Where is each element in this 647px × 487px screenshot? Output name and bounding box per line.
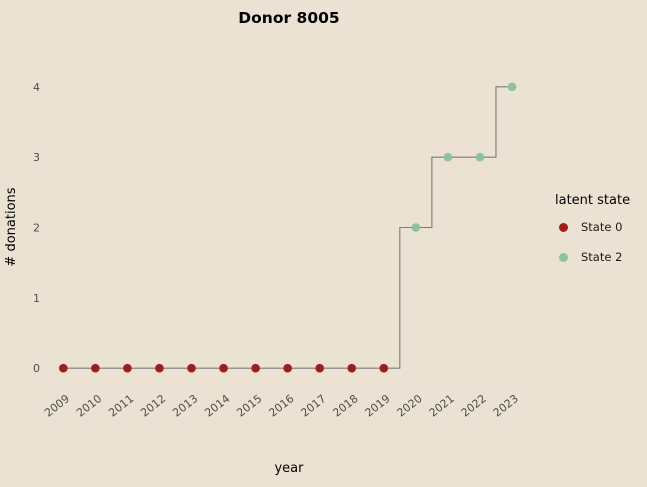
state0-swatch-icon — [559, 222, 568, 232]
x-tick-label: 2013 — [170, 392, 200, 419]
data-point — [411, 223, 421, 232]
x-tick-label: 2016 — [266, 392, 296, 419]
data-point — [443, 152, 453, 162]
x-tick-label: 2012 — [138, 392, 168, 419]
y-tick-label: 1 — [33, 292, 40, 305]
legend-title: latent state — [555, 193, 631, 208]
x-axis-label: year — [274, 461, 304, 476]
data-point — [347, 363, 357, 373]
x-tick-label: 2011 — [106, 392, 136, 419]
data-point — [379, 363, 389, 373]
data-point — [283, 363, 292, 373]
data-point — [91, 363, 100, 373]
x-tick-label: 2015 — [234, 392, 264, 419]
data-point — [59, 363, 68, 373]
legend: latent state State 0 State 2 — [549, 193, 647, 272]
y-tick-label: 0 — [33, 362, 40, 375]
data-point — [123, 363, 132, 373]
chart-title: Donor 8005 — [238, 9, 339, 27]
x-tick-label: 2009 — [42, 392, 72, 419]
data-point — [251, 363, 260, 373]
x-tick-label: 2014 — [202, 392, 232, 419]
x-tick-label: 2020 — [395, 392, 425, 419]
data-point — [187, 363, 196, 373]
y-tick-label: 2 — [33, 222, 40, 235]
data-point — [475, 152, 485, 162]
legend-item-label: State 0 — [581, 220, 623, 234]
state2-swatch-icon — [559, 252, 568, 262]
y-tick-label: 3 — [33, 151, 40, 164]
data-point — [219, 363, 228, 373]
data-point — [507, 82, 517, 92]
x-tick-label: 2010 — [74, 392, 104, 419]
data-point — [315, 363, 325, 373]
x-tick-label: 2017 — [298, 392, 328, 419]
y-tick-label: 4 — [33, 81, 40, 94]
data-point — [155, 363, 164, 373]
y-axis-label: # donations — [4, 187, 19, 266]
legend-item-state2: State 2 — [549, 242, 647, 272]
x-tick-label: 2018 — [331, 392, 361, 419]
x-tick-label: 2023 — [491, 392, 521, 419]
x-tick-label: 2019 — [363, 392, 393, 419]
legend-item-label: State 2 — [581, 250, 623, 264]
legend-item-state0: State 0 — [549, 212, 647, 242]
x-tick-label: 2022 — [459, 392, 489, 419]
step-line — [63, 86, 512, 369]
x-tick-label: 2021 — [427, 392, 457, 419]
